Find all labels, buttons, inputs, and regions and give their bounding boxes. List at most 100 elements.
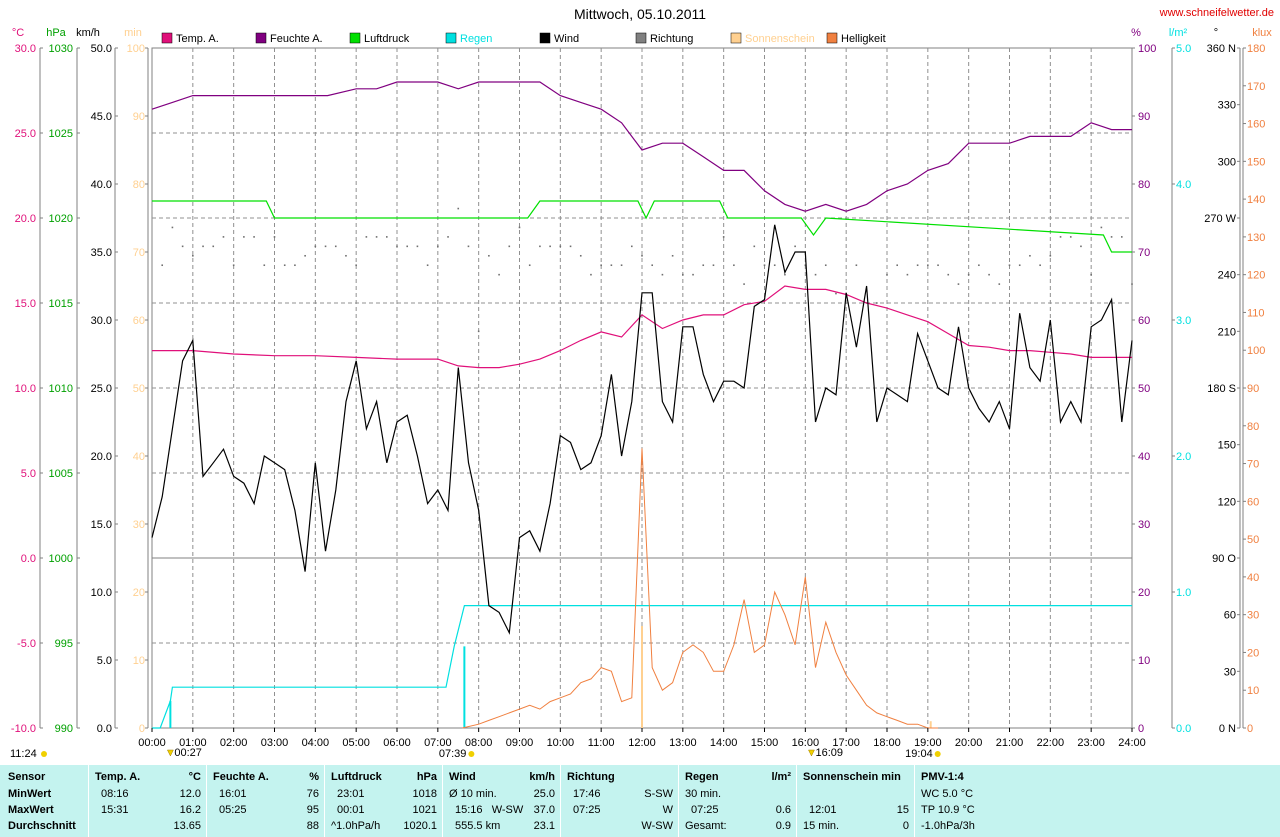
direction-dot	[1029, 254, 1031, 257]
stats-col-rain: Regen l/m² 30 min. 07:25 0.6 Gesamt: 0.9	[678, 765, 797, 837]
time-tick-label: 08:00	[465, 737, 493, 749]
axis-tick-label-brightness: 100	[1247, 345, 1265, 357]
legend-label-6: Sonnenschein	[745, 33, 815, 45]
stats-direction-max-time: 07:25	[573, 804, 601, 816]
website-link[interactable]: www.schneifelwetter.de	[1159, 7, 1274, 19]
time-tick-label: 00:00	[138, 737, 166, 749]
axis-tick-label-humidity: 30	[1138, 519, 1150, 531]
direction-dot	[334, 245, 337, 248]
direction-dot	[518, 226, 521, 229]
stats-humidity-avg-value: 88	[306, 820, 319, 832]
stats-col-pressure: Luftdruck hPa 23:01 1018 00:01 1021 ^1.0…	[324, 765, 443, 837]
direction-dot	[181, 245, 184, 248]
stats-rain-30min-label: 30 min.	[685, 788, 722, 800]
time-tick-label: 21:00	[996, 737, 1024, 749]
time-tick-label: 10:00	[547, 737, 575, 749]
direction-dot	[702, 264, 705, 267]
axis-tick-label-pressure: 1015	[49, 298, 73, 310]
legend-swatch-4	[539, 32, 551, 44]
stats-humidity-min-time: 16:01	[219, 788, 247, 800]
stats-rain-total-label: Gesamt:	[685, 820, 727, 832]
stats-unit-rain: l/m²	[771, 771, 791, 783]
stats-pressure-max-time: 00:01	[337, 804, 365, 816]
axis-tick-label-temp: 20.0	[15, 213, 36, 225]
axis-tick-label-pressure: 995	[55, 638, 73, 650]
axis-tick-label-wind: 35.0	[91, 247, 112, 259]
direction-dot	[794, 245, 796, 248]
direction-dot	[1008, 264, 1011, 267]
stats-rain-total-value: 0.9	[775, 820, 791, 832]
stats-direction-max-value: W	[662, 804, 673, 816]
direction-dot	[549, 245, 551, 248]
axis-tick-label-humidity: 90	[1138, 111, 1150, 123]
direction-dot	[978, 264, 980, 267]
stats-label-min: MinWert	[8, 788, 52, 800]
direction-dot	[355, 264, 357, 267]
axis-tick-label-direction: 120	[1218, 496, 1236, 508]
direction-dot	[967, 273, 970, 276]
axis-tick-label-rain: 0.0	[1176, 723, 1191, 735]
direction-dot	[498, 273, 500, 276]
axis-tick-label-pressure: 1010	[49, 383, 73, 395]
stats-col-pmv: PMV-1:4 WC 5.0 °C TP 10.9 °C -1.0hPa/3h	[914, 765, 1280, 837]
stats-pmv-dewpoint: TP 10.9 °C	[921, 804, 975, 816]
direction-dot	[630, 245, 633, 248]
axis-tick-label-temp: 25.0	[15, 128, 36, 140]
axis-unit-sun: min	[124, 27, 142, 39]
direction-dot	[447, 236, 449, 238]
direction-dot	[232, 264, 235, 267]
axis-tick-label-humidity: 70	[1138, 247, 1150, 259]
direction-dot	[222, 236, 225, 238]
direction-dot	[192, 254, 194, 257]
direction-dot	[824, 264, 827, 267]
time-tick-label: 17:00	[832, 737, 860, 749]
axis-tick-label-wind: 5.0	[97, 655, 112, 667]
time-tick-label: 20:00	[955, 737, 983, 749]
legend-swatch-3	[445, 32, 457, 44]
direction-dot	[916, 264, 919, 267]
direction-dot	[712, 264, 715, 267]
direction-dot	[488, 254, 490, 257]
axis-tick-label-rain: 3.0	[1176, 315, 1191, 327]
legend-label-2: Luftdruck	[364, 33, 410, 45]
direction-dot	[202, 245, 204, 248]
legend-swatch-1	[255, 32, 267, 44]
pressure-line	[152, 200, 1132, 253]
axis-tick-label-rain: 4.0	[1176, 179, 1191, 191]
stats-temp-min-time: 08:16	[101, 788, 129, 800]
direction-dot	[671, 254, 674, 257]
stats-pressure-min-value: 1018	[412, 788, 437, 800]
direction-dot	[457, 207, 460, 210]
axis-tick-label-wind: 15.0	[91, 519, 112, 531]
time-tick-label: 22:00	[1037, 737, 1065, 749]
axis-tick-label-humidity: 40	[1138, 451, 1150, 463]
direction-dot	[385, 236, 388, 238]
direction-dot	[927, 264, 929, 267]
axis-tick-label-direction: 210	[1218, 326, 1236, 338]
time-tick-label: 11:00	[588, 737, 615, 749]
stats-label-avg: Durchschnitt	[8, 820, 76, 832]
direction-dot	[1059, 236, 1062, 238]
direction-dot	[722, 236, 725, 238]
direction-dot	[528, 264, 531, 267]
stats-header-direction: Richtung	[567, 771, 615, 783]
stats-wind-avg10-value: 25.0	[533, 788, 555, 800]
rain-line	[152, 604, 1132, 729]
direction-dot	[804, 264, 807, 267]
time-tick-label: 04:00	[302, 737, 330, 749]
stats-unit-humidity: %	[309, 771, 319, 783]
axis-tick-label-direction: 0 N	[1219, 723, 1236, 735]
direction-dot	[682, 273, 684, 276]
axis-tick-label-direction: 360 N	[1207, 43, 1236, 55]
direction-dot	[886, 273, 888, 276]
legend-label-4: Wind	[554, 33, 579, 45]
stats-pressure-min-time: 23:01	[337, 788, 365, 800]
time-tick-label: 03:00	[261, 737, 289, 749]
axis-tick-label-wind: 45.0	[91, 111, 112, 123]
stats-humidity-max-time: 05:25	[219, 804, 247, 816]
plot-area	[151, 81, 1133, 729]
direction-dot	[998, 283, 1001, 285]
legend-swatch-6	[730, 32, 742, 44]
direction-dot	[263, 264, 266, 267]
stats-rain-max-value: 0.6	[775, 804, 791, 816]
